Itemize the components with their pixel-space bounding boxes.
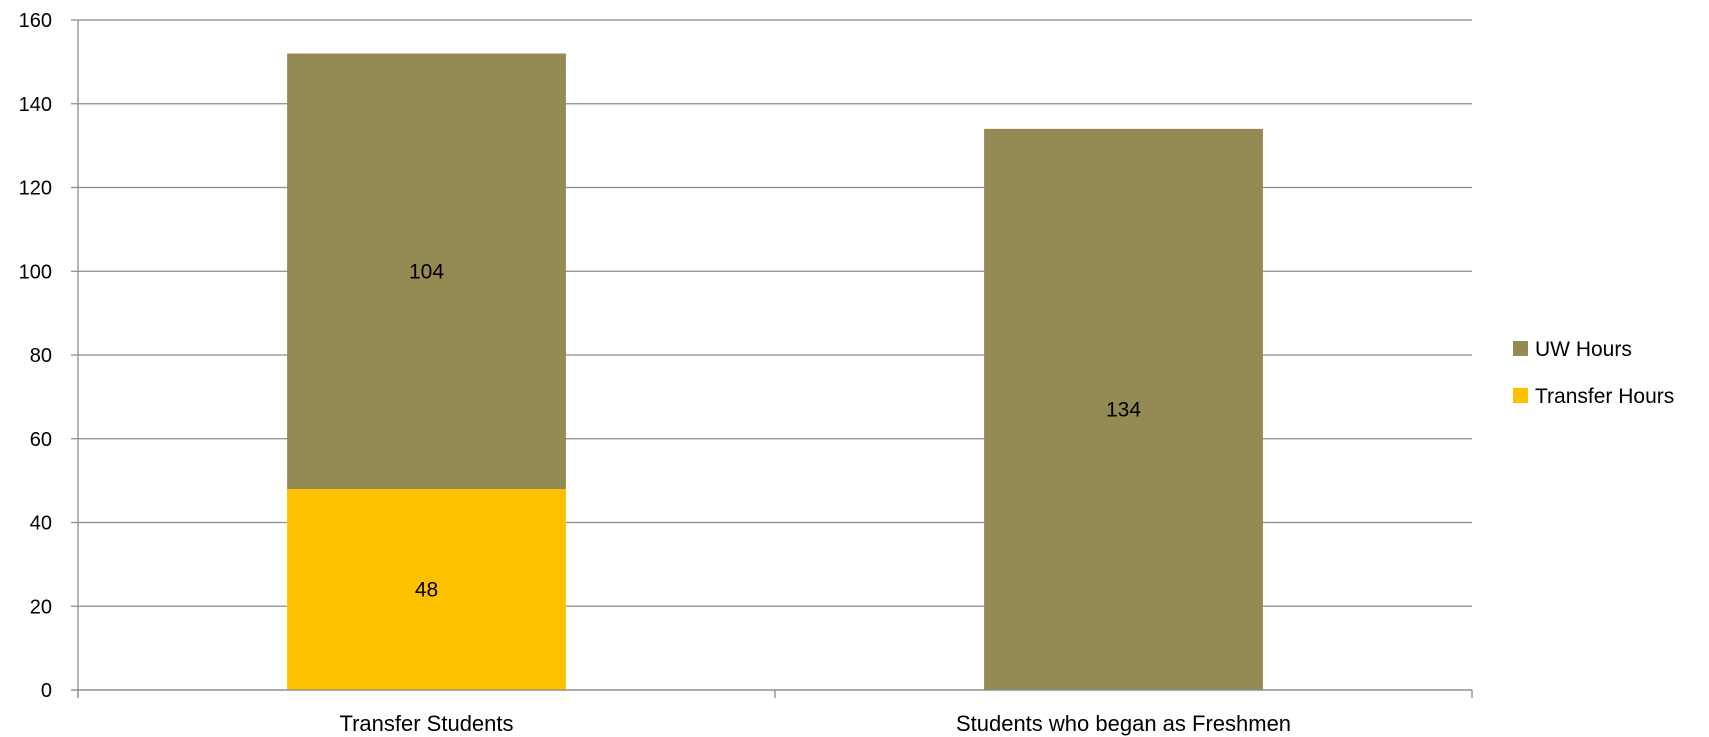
y-tick-label-40: 40 bbox=[30, 513, 52, 535]
y-tick-label-20: 20 bbox=[30, 596, 52, 618]
y-tick-label-120: 120 bbox=[19, 178, 52, 200]
axes bbox=[71, 20, 1473, 698]
x-tick-label-0: Transfer Students bbox=[339, 711, 513, 736]
data-label-uw-hours-0: 104 bbox=[409, 260, 444, 283]
x-tick-labels: Transfer Students Students who began as F… bbox=[339, 711, 1291, 736]
y-tick-label-60: 60 bbox=[30, 429, 52, 451]
data-labels: 48 104 134 bbox=[409, 260, 1141, 601]
bar-uw-hours-1 bbox=[984, 128, 1263, 690]
legend-swatch-transfer-hours bbox=[1513, 388, 1528, 403]
y-tick-label-160: 160 bbox=[19, 10, 52, 32]
y-tick-label-140: 140 bbox=[19, 94, 52, 116]
bar-transfer-hours-0 bbox=[287, 489, 566, 690]
legend: UW Hours Transfer Hours bbox=[1513, 338, 1674, 408]
y-tick-label-0: 0 bbox=[41, 680, 52, 702]
y-tick-label-100: 100 bbox=[19, 261, 52, 283]
bars bbox=[287, 53, 1263, 690]
bar-uw-hours-0 bbox=[287, 53, 566, 489]
legend-label-transfer-hours: Transfer Hours bbox=[1535, 385, 1674, 408]
legend-label-uw-hours: UW Hours bbox=[1535, 338, 1632, 361]
legend-swatch-uw-hours bbox=[1513, 341, 1528, 356]
y-tick-labels: 0 20 40 60 80 100 120 140 160 bbox=[19, 10, 52, 702]
data-label-uw-hours-1: 134 bbox=[1106, 398, 1141, 421]
y-tick-label-80: 80 bbox=[30, 345, 52, 367]
data-label-transfer-hours-0: 48 bbox=[415, 579, 438, 602]
x-tick-label-1: Students who began as Freshmen bbox=[956, 711, 1291, 736]
